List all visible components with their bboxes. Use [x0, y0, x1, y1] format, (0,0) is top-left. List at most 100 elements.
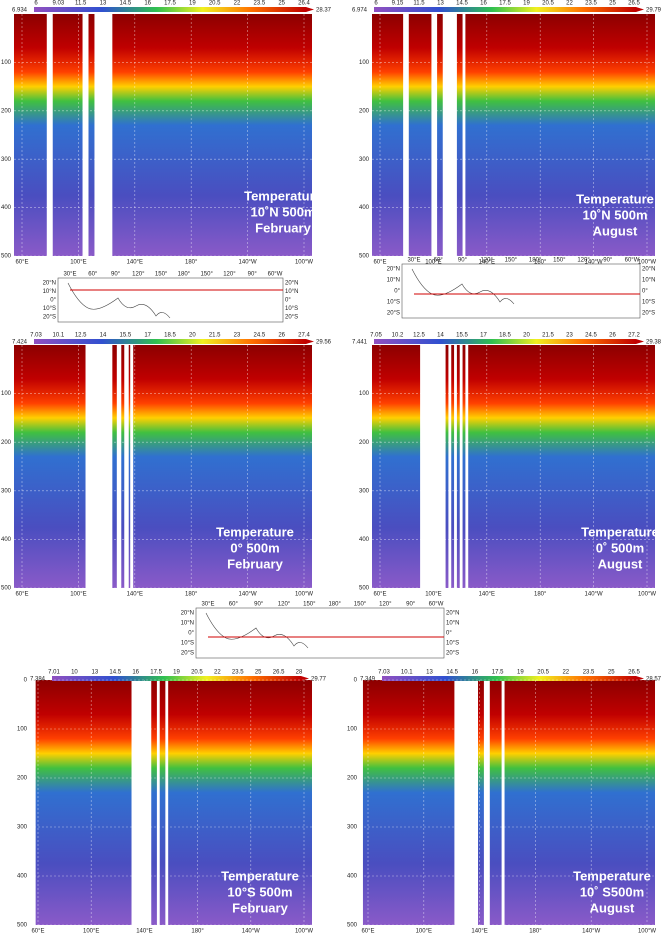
colorbar — [34, 7, 306, 12]
colorbar-tick-label: 25 — [255, 670, 262, 676]
y-tick-label: 200 — [347, 776, 358, 782]
data-gap — [403, 14, 409, 256]
colorbar-arrow — [636, 7, 644, 12]
colorbar-tick-label: 23 — [566, 333, 573, 339]
colorbar-tick-label: 19 — [523, 1, 530, 7]
colorbar-tick-label: 12.5 — [75, 333, 87, 339]
x-tick-label: 180° — [534, 592, 547, 598]
colorbar-tick-label: 26.4 — [298, 1, 310, 7]
lon-label: 120° — [480, 258, 493, 264]
lon-label: 60° — [88, 272, 98, 278]
lon-label: 90° — [603, 258, 613, 264]
colorbar-tick-label: 14.5 — [456, 1, 468, 7]
colorbar-min: 7.441 — [352, 340, 368, 346]
colorbar-tick-label: 21.5 — [209, 333, 221, 339]
plot-field — [372, 345, 655, 588]
lon-label: 120° — [278, 602, 291, 608]
x-tick-label: 140°E — [479, 260, 495, 266]
x-tick-label: 180° — [185, 592, 198, 598]
colorbar-tick-label: 28 — [296, 670, 303, 676]
colorbar-tick-label: 20 — [189, 333, 196, 339]
colorbar-tick-label: 14.5 — [119, 1, 131, 7]
y-tick-label: 300 — [17, 825, 28, 831]
lat-label: 20°S — [285, 315, 298, 321]
colorbar-tick-label: 19 — [173, 670, 180, 676]
x-tick-label: 140°E — [136, 929, 152, 935]
annotation: February — [227, 556, 283, 571]
y-tick-label: 300 — [1, 488, 12, 494]
data-gap — [454, 680, 478, 925]
colorbar-tick-label: 11.5 — [413, 1, 425, 7]
colorbar — [382, 676, 636, 681]
colorbar-tick-label: 26.5 — [628, 1, 640, 7]
colorbar-tick-label: 17 — [480, 333, 487, 339]
lat-label: 10°N — [181, 621, 194, 627]
colorbar-tick-label: 12.5 — [413, 333, 425, 339]
lat-label: 0° — [446, 631, 452, 637]
y-tick-label: 100 — [359, 60, 370, 66]
lat-label: 20°N — [285, 281, 298, 287]
data-gap — [156, 680, 160, 925]
colorbar-tick-label: 13 — [426, 670, 433, 676]
colorbar — [374, 7, 636, 12]
colorbar-tick-label: 19 — [517, 670, 524, 676]
colorbar-tick-label: 15.5 — [119, 333, 131, 339]
y-tick-label: 300 — [347, 825, 358, 831]
colorbar-tick-label: 25 — [609, 1, 616, 7]
lat-label: 20°N — [446, 611, 459, 617]
lat-label: 0° — [394, 289, 400, 295]
y-tick-label: 400 — [1, 537, 12, 543]
colorbar-tick-label: 20.5 — [191, 670, 203, 676]
lon-label: 60° — [434, 258, 444, 264]
y-tick-label: 0 — [354, 678, 358, 684]
x-tick-label: 60°E — [361, 929, 374, 935]
colorbar-max: 29.77 — [311, 677, 327, 683]
data-gap — [459, 345, 463, 588]
colorbar — [34, 339, 306, 344]
colorbar-tick-label: 13 — [91, 670, 98, 676]
colorbar-min: 6.974 — [352, 8, 368, 14]
annotation: August — [593, 223, 638, 238]
lon-label: 90° — [248, 272, 258, 278]
colorbar-tick-label: 7.01 — [48, 670, 60, 676]
lat-label: 20°S — [387, 311, 400, 317]
colorbar-arrow — [306, 7, 314, 12]
lon-label: 120° — [577, 258, 590, 264]
annotation: Temperature — [581, 524, 659, 539]
lon-label: 120° — [379, 602, 392, 608]
colorbar-tick-label: 7.03 — [378, 670, 390, 676]
lon-label: 180° — [328, 602, 341, 608]
lon-label: 60° — [229, 602, 239, 608]
x-tick-label: 60°E — [15, 260, 28, 266]
data-gap — [360, 680, 363, 925]
lat-label: 0° — [188, 631, 194, 637]
data-gap — [431, 14, 438, 256]
y-tick-label: 100 — [359, 391, 370, 397]
y-tick-label: 500 — [359, 586, 370, 592]
y-tick-label: 200 — [1, 440, 12, 446]
x-tick-label: 180° — [529, 929, 542, 935]
data-gap — [501, 680, 505, 925]
data-gap — [46, 14, 53, 256]
data-gap — [82, 14, 89, 256]
colorbar-tick-label: 17 — [144, 333, 151, 339]
annotation: 10°S 500m — [227, 884, 292, 899]
plot-field — [372, 14, 655, 256]
y-tick-label: 400 — [17, 874, 28, 880]
colorbar-tick-label: 17.5 — [150, 670, 162, 676]
y-tick-label: 400 — [347, 874, 358, 880]
x-tick-label: 100°W — [638, 592, 656, 598]
colorbar-tick-label: 6 — [34, 1, 38, 7]
x-tick-label: 100°E — [70, 260, 86, 266]
colorbar-tick-label: 25 — [608, 670, 615, 676]
y-tick-label: 500 — [347, 923, 358, 929]
colorbar-tick-label: 17.5 — [492, 670, 504, 676]
lon-label: 180° — [529, 258, 542, 264]
colorbar-max: 29.56 — [316, 340, 332, 346]
lon-label: 60°W — [429, 602, 444, 608]
colorbar-tick-label: 23 — [234, 333, 241, 339]
colorbar-tick-label: 24.5 — [253, 333, 265, 339]
lat-label: 10°N — [285, 289, 298, 295]
colorbar-tick-label: 22 — [234, 1, 241, 7]
lat-label: 10°S — [181, 641, 194, 647]
